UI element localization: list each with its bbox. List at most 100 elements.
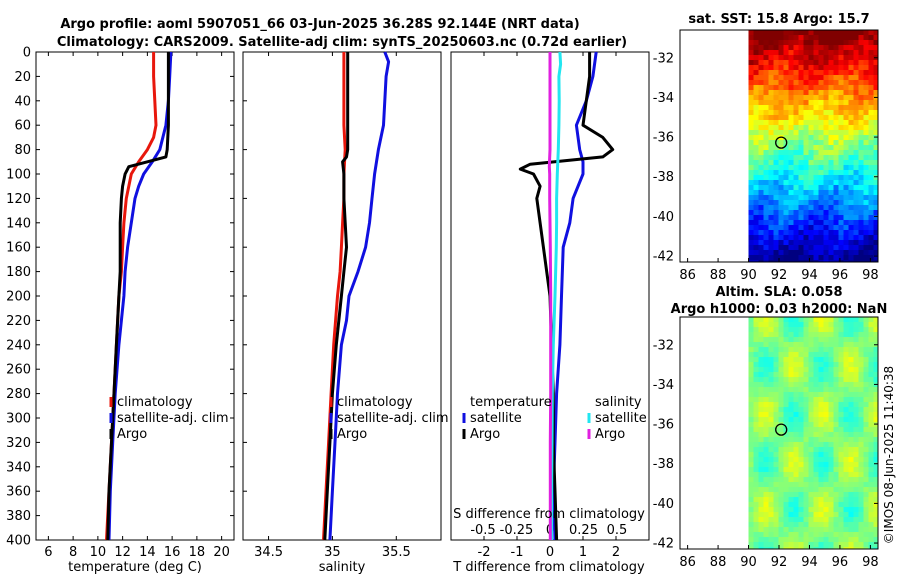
map-cell (848, 245, 854, 250)
map-cell (798, 357, 804, 362)
map-cell (758, 155, 764, 160)
map-cell (868, 402, 874, 407)
map-cell (778, 245, 784, 250)
map-cell (773, 432, 779, 437)
map-cell (803, 532, 809, 537)
map-cell (868, 120, 874, 125)
map-cell (793, 402, 799, 407)
map-cell (858, 422, 864, 427)
map-cell (863, 447, 869, 452)
map-cell (808, 442, 814, 447)
map-cell (818, 50, 824, 55)
map-cell (843, 120, 849, 125)
map-cell (813, 215, 819, 220)
map-cell (798, 125, 804, 130)
map-cell (753, 95, 759, 100)
map-cell (778, 85, 784, 90)
map-cell (818, 210, 824, 215)
series-line-salinity-argo (547, 52, 553, 540)
map-cell (873, 100, 878, 105)
map-cell (868, 427, 874, 432)
map-cell (848, 150, 854, 155)
map-cell (823, 195, 829, 200)
map-cell (788, 452, 794, 457)
map-cell (813, 547, 819, 549)
map-cell (858, 522, 864, 527)
map-cell (773, 492, 779, 497)
map-cell (758, 135, 764, 140)
map-cell (848, 45, 854, 50)
map-cell (853, 50, 859, 55)
map-cell (803, 85, 809, 90)
map-cell (793, 442, 799, 447)
map-cell (768, 507, 774, 512)
map-x-tick-label: 94 (801, 555, 818, 570)
map-cell (753, 260, 759, 262)
map-cell (843, 427, 849, 432)
map-cell (758, 160, 764, 165)
map-cell (803, 467, 809, 472)
map-cell (748, 477, 754, 482)
map-cell (798, 347, 804, 352)
map-cell (848, 30, 854, 35)
map-cell (783, 477, 789, 482)
map-cell (763, 472, 769, 477)
map-cell (873, 537, 878, 542)
map-cell (793, 532, 799, 537)
map-cell (858, 160, 864, 165)
map-cell (833, 90, 839, 95)
map-cell (768, 317, 774, 322)
map-cell (763, 422, 769, 427)
map-cell (828, 45, 834, 50)
map-cell (853, 170, 859, 175)
map-cell (763, 392, 769, 397)
map-cell (813, 30, 819, 35)
map-cell (803, 322, 809, 327)
map-cell (853, 337, 859, 342)
map-cell (833, 477, 839, 482)
map-cell (818, 337, 824, 342)
map-cell (768, 30, 774, 35)
map-cell (808, 432, 814, 437)
map-cell (818, 225, 824, 230)
map-cell (838, 337, 844, 342)
map-cell (873, 362, 878, 367)
map-cell (803, 547, 809, 549)
map-cell (748, 190, 754, 195)
map-cell (753, 135, 759, 140)
map-cell (823, 100, 829, 105)
sla-map-panel: Altim. SLA: 0.058 Argo h1000: 0.03 h2000… (653, 285, 888, 570)
map-cell (808, 70, 814, 75)
map-cell (833, 472, 839, 477)
map-cell (763, 427, 769, 432)
map-cell (868, 90, 874, 95)
map-cell (818, 532, 824, 537)
map-cell (828, 160, 834, 165)
map-cell (783, 135, 789, 140)
map-cell (843, 547, 849, 549)
map-cell (868, 472, 874, 477)
map-cell (838, 180, 844, 185)
map-cell (833, 215, 839, 220)
map-cell (823, 110, 829, 115)
map-cell (768, 447, 774, 452)
map-cell (858, 170, 864, 175)
map-cell (818, 447, 824, 452)
depth-tick-label: 120 (6, 192, 31, 207)
map-cell (748, 522, 754, 527)
map-cell (793, 547, 799, 549)
map-cell (863, 105, 869, 110)
map-cell (773, 372, 779, 377)
map-y-tick-label: -36 (653, 418, 674, 433)
map-cell (838, 547, 844, 549)
map-cell (798, 170, 804, 175)
map-cell (813, 210, 819, 215)
map-cell (778, 472, 784, 477)
map-cell (788, 432, 794, 437)
map-cell (768, 392, 774, 397)
map-cell (873, 105, 878, 110)
map-cell (808, 542, 814, 547)
map-cell (838, 215, 844, 220)
map-cell (753, 362, 759, 367)
map-cell (748, 225, 754, 230)
